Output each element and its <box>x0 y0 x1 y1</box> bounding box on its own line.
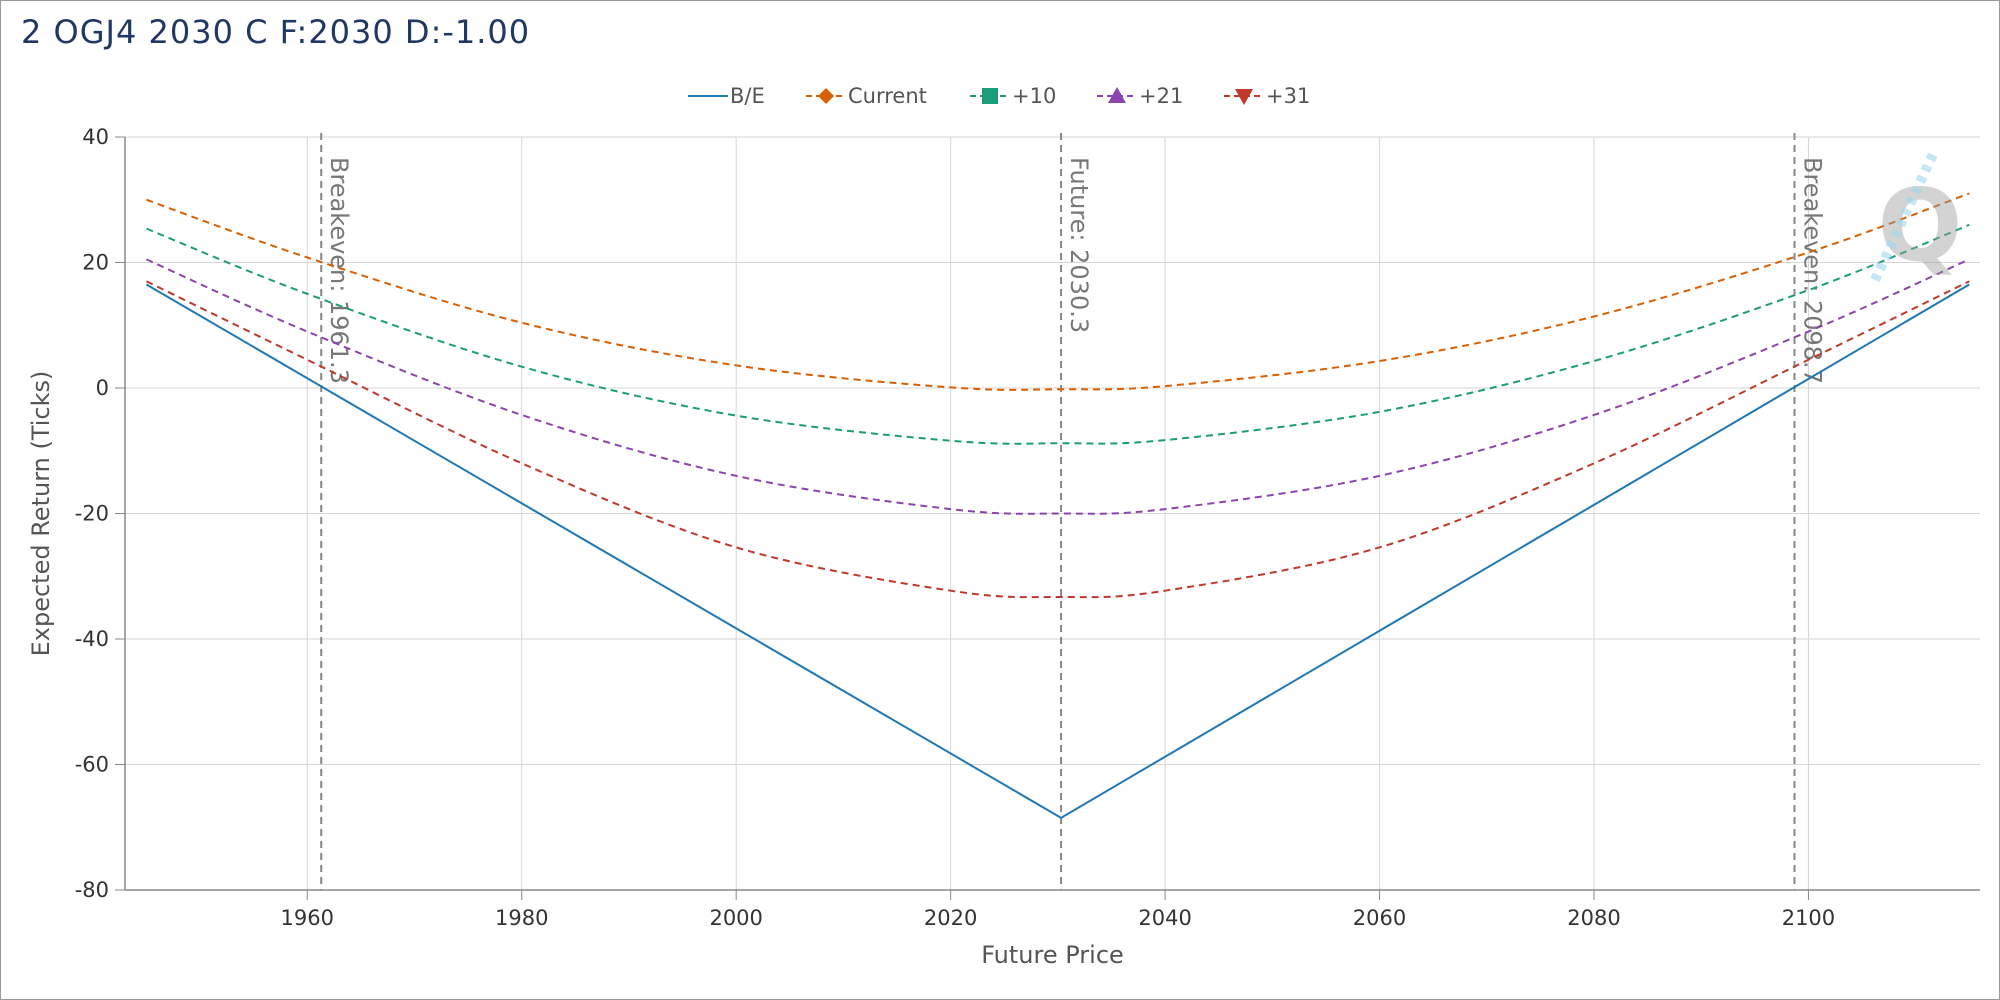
series-line-31 <box>146 280 1970 599</box>
x-tick-label: 2060 <box>1353 906 1406 930</box>
y-tick-label: -20 <box>75 502 109 526</box>
vertical-lines: Breakeven: 1961.3 Future: 2030.3 Breakeven… <box>320 133 1827 890</box>
reference-line-label: Future: 2030.3 <box>1065 157 1093 333</box>
reference-line-label: Breakeven: 2098.7 <box>1799 157 1827 384</box>
chart-title: 2 OGJ4 2030 C F:2030 D:-1.00 <box>21 13 531 51</box>
y-tick-label: 0 <box>96 376 109 400</box>
y-tick-label: -80 <box>75 878 109 902</box>
legend: B/E Current +10 +21 +31 <box>688 84 1310 108</box>
series-line-21 <box>146 258 1970 515</box>
legend-marker-square-icon <box>982 88 998 104</box>
axes: 40 20 0 -20 -40 -60 -80 1960 1980 2000 2020 2040 206… <box>27 125 1980 969</box>
legend-item: +31 <box>1224 84 1310 108</box>
watermark-logo-icon: Q <box>1870 147 1963 284</box>
x-tick-label: 2000 <box>709 906 762 930</box>
y-tick-label: 40 <box>82 125 109 149</box>
legend-label: +31 <box>1266 84 1310 108</box>
legend-label: +10 <box>1012 84 1056 108</box>
legend-item: +10 <box>970 84 1056 108</box>
svg-text:Q: Q <box>1877 167 1962 284</box>
legend-label: Current <box>848 84 927 108</box>
reference-line-label: Breakeven: 1961.3 <box>325 157 353 384</box>
x-tick-label: 2080 <box>1567 906 1620 930</box>
legend-item: +21 <box>1097 84 1183 108</box>
x-tick-label: 2020 <box>924 906 977 930</box>
series-line-current <box>146 192 1970 391</box>
y-tick-label: 20 <box>82 251 109 275</box>
x-tick-label: 2100 <box>1782 906 1835 930</box>
legend-marker-diamond-icon <box>818 88 834 104</box>
legend-marker-triangle-up-icon <box>1108 87 1126 103</box>
y-axis-title: Expected Return (Ticks) <box>27 371 55 657</box>
x-tick-label: 1980 <box>495 906 548 930</box>
legend-item: B/E <box>688 84 765 108</box>
legend-item: Current <box>806 84 927 108</box>
legend-label: B/E <box>730 84 765 108</box>
x-axis-title: Future Price <box>981 941 1124 969</box>
y-tick-label: -60 <box>75 753 109 777</box>
series-line-b-e <box>145 283 1970 819</box>
legend-marker-triangle-down-icon <box>1235 89 1253 105</box>
x-tick-label: 2040 <box>1138 906 1191 930</box>
legend-label: +21 <box>1139 84 1183 108</box>
series-lines <box>145 192 1970 819</box>
series-line-10 <box>146 223 1970 445</box>
y-tick-label: -40 <box>75 627 109 651</box>
x-tick-label: 1960 <box>281 906 334 930</box>
